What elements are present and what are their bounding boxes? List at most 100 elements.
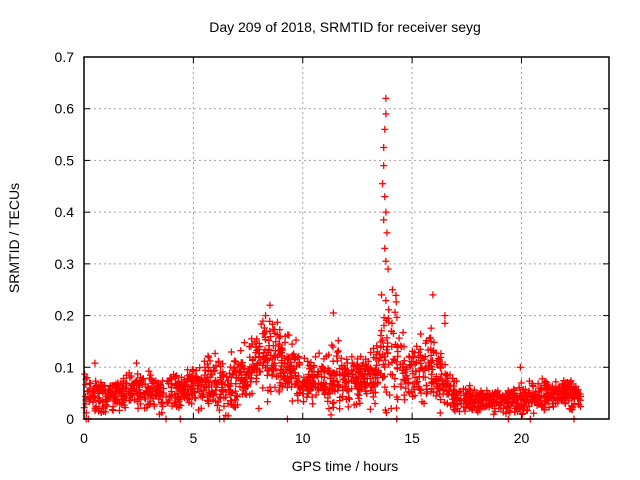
data-point <box>244 368 252 376</box>
data-point <box>264 398 272 406</box>
data-point <box>390 383 398 391</box>
data-point <box>360 366 368 374</box>
data-point <box>267 333 275 341</box>
data-point <box>432 392 440 400</box>
data-point <box>291 354 299 362</box>
data-point <box>354 380 362 388</box>
data-point <box>251 338 259 346</box>
data-point <box>196 364 204 372</box>
data-point <box>420 355 428 363</box>
data-point <box>385 306 393 314</box>
data-point <box>171 398 179 406</box>
data-point <box>219 386 227 394</box>
data-point <box>288 374 296 382</box>
data-point <box>300 398 308 406</box>
data-point <box>418 398 426 406</box>
data-point <box>525 389 533 397</box>
data-point <box>548 382 556 390</box>
data-point <box>214 398 222 406</box>
data-point <box>354 355 362 363</box>
data-point <box>469 406 477 414</box>
data-point <box>482 402 490 410</box>
data-point <box>172 372 180 380</box>
data-point <box>423 388 431 396</box>
data-point <box>259 317 267 325</box>
data-point <box>382 94 390 102</box>
data-point <box>285 331 293 339</box>
data-point <box>326 370 334 378</box>
data-point <box>266 301 274 309</box>
axis-ticks <box>83 56 609 420</box>
data-point <box>544 384 552 392</box>
data-point <box>204 352 212 360</box>
data-point <box>193 373 201 381</box>
data-point <box>542 378 550 386</box>
data-point <box>304 357 312 365</box>
data-point <box>291 369 299 377</box>
data-point <box>336 364 344 372</box>
data-point <box>412 367 420 375</box>
data-point <box>99 389 107 397</box>
data-point <box>185 398 193 406</box>
data-point <box>133 377 141 385</box>
data-point <box>262 336 270 344</box>
data-point <box>406 362 414 370</box>
data-point <box>358 361 366 369</box>
data-point <box>460 391 468 399</box>
data-point <box>379 180 387 188</box>
data-point <box>441 312 449 320</box>
data-point <box>391 308 399 316</box>
data-point <box>349 370 357 378</box>
data-point <box>286 373 294 381</box>
data-point <box>334 347 342 355</box>
data-point <box>393 364 401 372</box>
data-point <box>264 386 272 394</box>
data-point <box>549 403 557 411</box>
data-point <box>92 405 100 413</box>
data-point <box>552 378 560 386</box>
data-point <box>134 370 142 378</box>
data-point <box>333 352 341 360</box>
data-point <box>317 381 325 389</box>
data-point <box>315 349 323 357</box>
data-point <box>191 389 199 397</box>
data-point <box>300 354 308 362</box>
data-point <box>411 374 419 382</box>
data-point <box>455 388 463 396</box>
data-point <box>333 348 341 356</box>
data-point <box>560 377 568 385</box>
data-point <box>187 378 195 386</box>
data-point <box>543 379 551 387</box>
data-point <box>147 371 155 379</box>
y-tick-label: 0 <box>66 411 74 427</box>
data-point <box>442 383 450 391</box>
data-point <box>412 359 420 367</box>
data-point <box>534 380 542 388</box>
data-point <box>178 381 186 389</box>
data-point <box>541 393 549 401</box>
data-point <box>248 389 256 397</box>
data-point <box>220 394 228 402</box>
data-point <box>106 382 114 390</box>
data-point <box>413 342 421 350</box>
data-point <box>335 382 343 390</box>
data-point <box>263 355 271 363</box>
data-point <box>275 386 283 394</box>
data-point <box>226 363 234 371</box>
data-point <box>341 383 349 391</box>
data-point <box>387 327 395 335</box>
data-point <box>207 366 215 374</box>
data-point <box>173 403 181 411</box>
y-tick-labels: 0 0.1 0.2 0.3 0.4 0.5 0.6 0.7 <box>55 49 75 427</box>
data-point <box>397 342 405 350</box>
data-point <box>400 343 408 351</box>
data-point <box>373 361 381 369</box>
data-point <box>435 385 443 393</box>
data-point <box>177 402 185 410</box>
data-point <box>395 334 403 342</box>
data-point <box>255 404 263 412</box>
data-point <box>381 363 389 371</box>
data-point <box>354 369 362 377</box>
data-point <box>406 353 414 361</box>
